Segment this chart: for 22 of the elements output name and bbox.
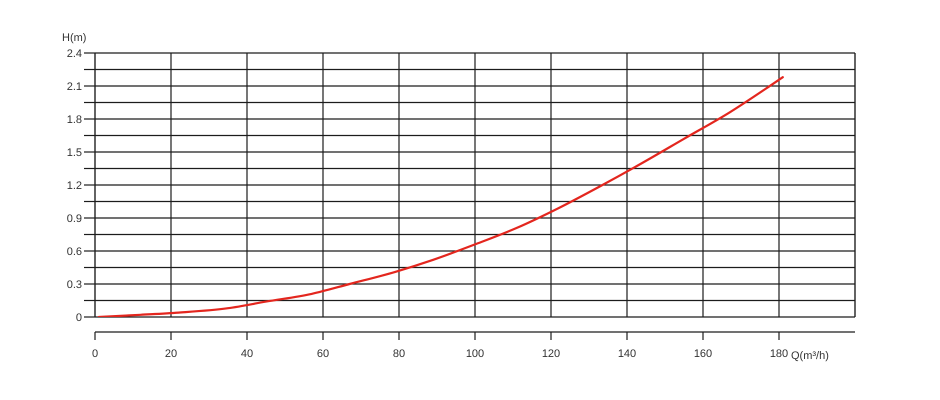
y-tick-label: 0.3 — [66, 278, 82, 291]
x-tick-label: 0 — [92, 348, 98, 360]
x-tick-label: 60 — [316, 348, 330, 360]
y-tick-label: 2.1 — [66, 80, 82, 93]
y-tick-label: 2.4 — [66, 48, 82, 60]
line-series — [98, 76, 784, 317]
y-tick-label: 1.2 — [66, 180, 82, 192]
x-tick-label: 40 — [240, 348, 254, 360]
x-tick-label: 160 — [694, 348, 712, 360]
y-tick-label: 1.8 — [66, 114, 82, 126]
y-tick-label: 0 — [76, 312, 82, 324]
x-tick-label: 80 — [392, 348, 406, 360]
x-tick-label: 180 — [770, 348, 788, 360]
x-tick-label: 120 — [542, 348, 560, 360]
x-tick-label: 140 — [618, 348, 636, 360]
y-tick-label: 1.5 — [66, 146, 82, 159]
x-tick-label: 100 — [466, 348, 484, 360]
x-axis-title: Q(m³/h) — [791, 350, 829, 363]
y-tick-label: 0.9 — [66, 212, 82, 225]
y-tick-label: 0.6 — [66, 246, 82, 258]
x-tick-label: 20 — [164, 348, 178, 360]
y-axis-title: H(m) — [62, 32, 86, 45]
